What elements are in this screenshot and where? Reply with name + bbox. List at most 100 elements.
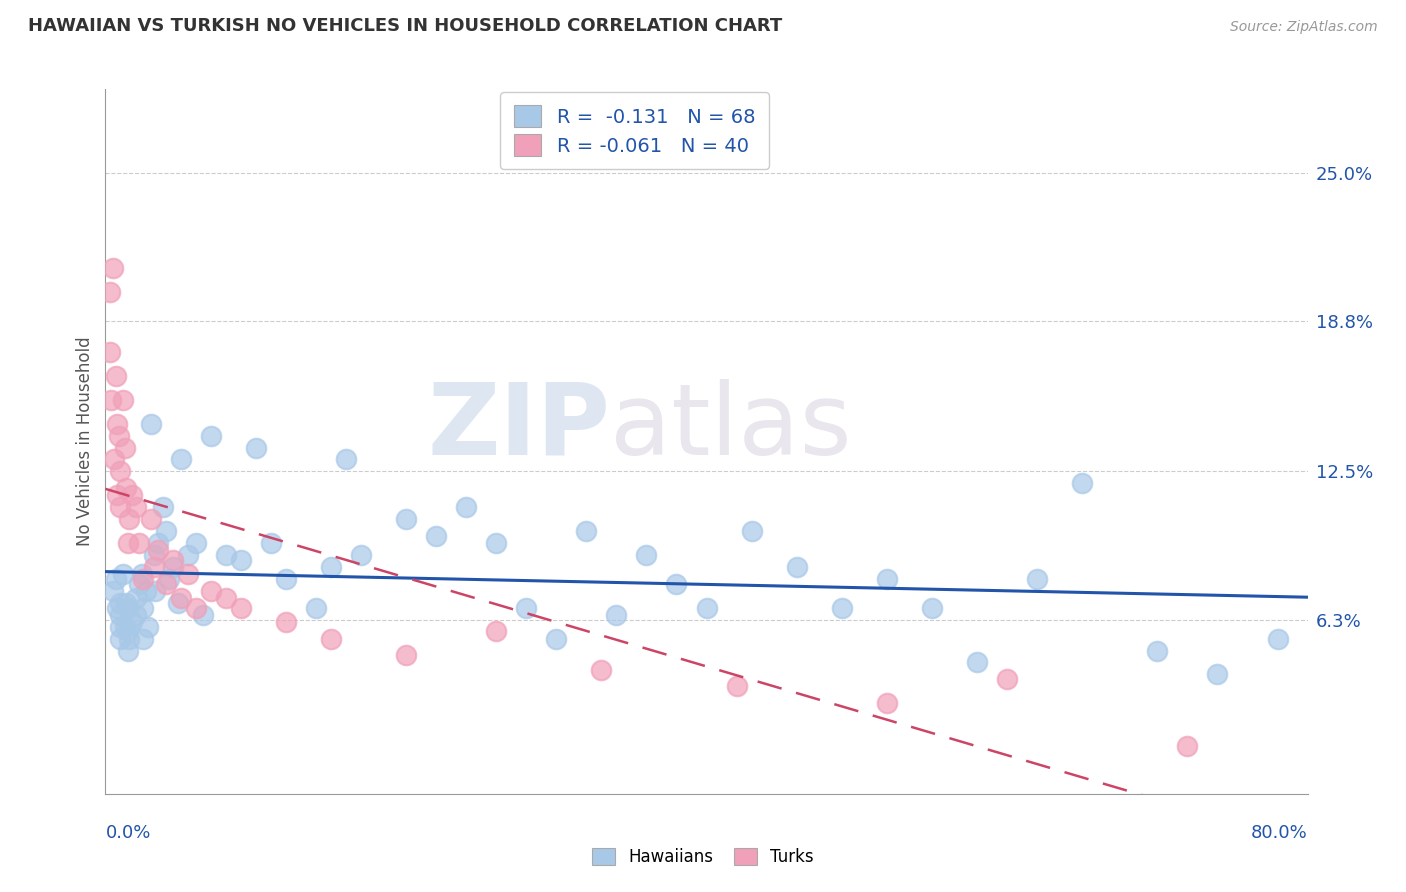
Text: 80.0%: 80.0% [1251,824,1308,842]
Point [725,679,748,693]
Point [274,615,297,629]
Point [124,500,146,515]
Point [128,576,150,591]
Point [124,607,146,622]
Point [157,572,180,586]
Point [110,607,132,622]
Point [245,441,267,455]
Point [100,392,122,407]
Point [110,620,132,634]
Point [152,500,174,515]
Point [121,488,143,502]
Point [104,368,127,383]
Point [155,576,177,591]
Point [114,441,136,455]
Point [274,572,297,586]
Point [184,536,207,550]
Point [108,428,131,442]
Point [214,591,236,605]
Point [575,524,598,538]
Point [335,452,357,467]
Point [142,560,165,574]
Point [128,536,150,550]
Point [214,548,236,562]
Point [876,696,898,710]
Y-axis label: No Vehicles in Household: No Vehicles in Household [76,336,94,547]
Point [115,481,138,495]
Point [876,572,898,586]
Point [966,656,988,670]
Point [136,620,159,634]
Point [115,596,138,610]
Legend: R =  -0.131   N = 68, R = -0.061   N = 40: R = -0.131 N = 68, R = -0.061 N = 40 [501,92,769,169]
Point [132,632,155,646]
Text: ZIP: ZIP [427,379,610,476]
Point [118,632,141,646]
Point [696,600,718,615]
Point [124,591,146,605]
Point [117,624,139,639]
Point [1206,667,1229,681]
Point [485,624,508,639]
Point [305,600,328,615]
Point [142,548,165,562]
Point [200,583,222,598]
Point [107,417,129,431]
Point [995,672,1018,686]
Point [146,543,169,558]
Point [132,600,155,615]
Text: atlas: atlas [610,379,852,476]
Point [177,567,200,582]
Point [155,524,177,538]
Point [1071,476,1094,491]
Point [177,548,200,562]
Point [425,529,447,543]
Point [117,536,139,550]
Point [143,583,166,598]
Point [921,600,943,615]
Point [319,560,342,574]
Point [112,392,135,407]
Point [169,591,191,605]
Point [184,600,207,615]
Point [101,583,124,598]
Point [169,452,191,467]
Point [110,464,132,478]
Point [191,607,214,622]
Point [1026,572,1049,586]
Point [515,600,537,615]
Point [395,648,418,663]
Point [110,596,132,610]
Point [162,553,184,567]
Text: Source: ZipAtlas.com: Source: ZipAtlas.com [1230,21,1378,34]
Point [665,576,688,591]
Point [112,567,135,582]
Point [1267,632,1289,646]
Point [229,600,252,615]
Point [121,615,143,629]
Point [114,620,136,634]
Point [200,428,222,442]
Point [350,548,373,562]
Point [146,536,169,550]
Point [162,560,184,574]
Point [98,345,121,359]
Legend: Hawaiians, Turks: Hawaiians, Turks [585,841,821,873]
Point [104,572,127,586]
Point [103,452,125,467]
Point [591,663,613,677]
Point [118,512,141,526]
Point [229,553,252,567]
Point [1175,739,1198,753]
Text: 0.0%: 0.0% [105,824,150,842]
Point [110,500,132,515]
Point [135,583,157,598]
Point [110,632,132,646]
Point [786,560,808,574]
Text: HAWAIIAN VS TURKISH NO VEHICLES IN HOUSEHOLD CORRELATION CHART: HAWAIIAN VS TURKISH NO VEHICLES IN HOUSE… [28,17,782,35]
Point [117,643,139,657]
Point [546,632,568,646]
Point [101,261,124,276]
Point [741,524,763,538]
Point [636,548,658,562]
